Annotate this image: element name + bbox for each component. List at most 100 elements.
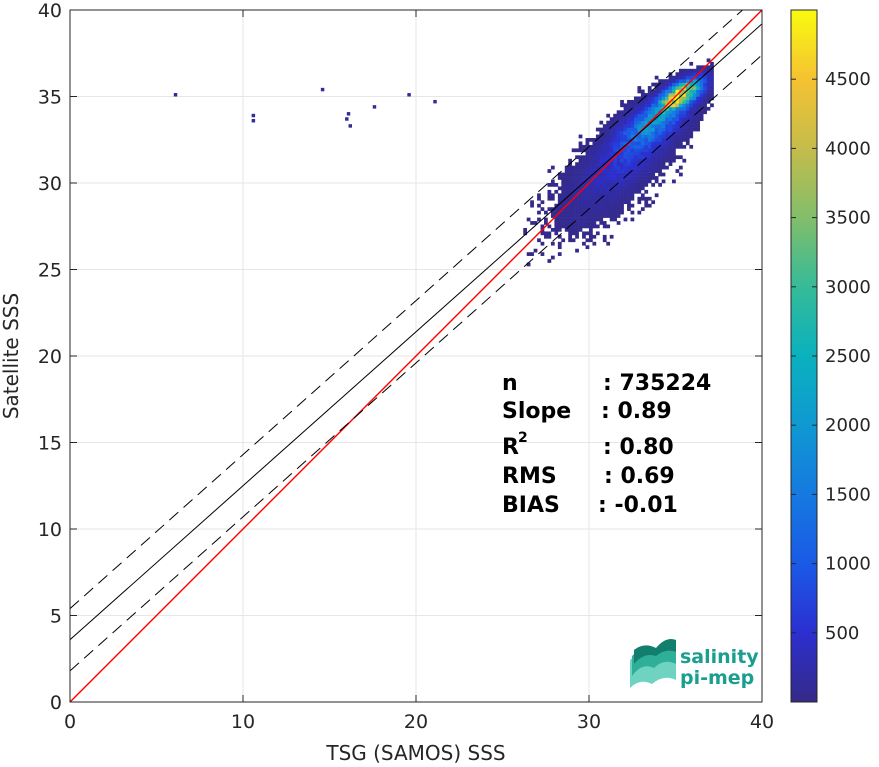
density-cell	[613, 189, 617, 194]
density-cell	[647, 86, 652, 90]
density-cell	[540, 207, 545, 211]
density-cell	[627, 134, 631, 139]
density-cell	[582, 224, 586, 229]
density-cell	[654, 96, 659, 101]
density-cell	[668, 86, 673, 90]
colorbar-tick-label: 3500	[825, 208, 871, 229]
density-cell	[651, 148, 656, 153]
density-cell	[550, 193, 555, 198]
density-cell	[654, 86, 659, 90]
density-cell	[665, 141, 669, 146]
density-cell	[547, 183, 552, 187]
density-cell	[710, 68, 714, 73]
density-cell	[644, 200, 649, 205]
density-cell	[557, 227, 562, 232]
density-cell	[606, 134, 611, 139]
density-cell	[575, 169, 579, 173]
density-cell	[640, 124, 645, 128]
density-cell	[682, 127, 687, 132]
density-cell	[658, 148, 662, 153]
x-axis-label: TSG (SAMOS) SSS	[325, 741, 505, 765]
density-cell	[595, 179, 600, 184]
density-cell	[682, 138, 687, 142]
density-cell	[696, 127, 701, 132]
density-cell	[602, 148, 607, 153]
density-cell	[647, 117, 652, 122]
density-cell	[699, 93, 704, 97]
density-cell	[678, 79, 683, 83]
density-cell	[602, 210, 607, 215]
density-cell	[644, 179, 649, 184]
density-cell	[578, 227, 583, 232]
density-cell	[609, 196, 614, 201]
density-cell	[606, 176, 611, 180]
density-cell	[602, 172, 607, 177]
wave-logo-icon	[630, 639, 676, 688]
density-cell	[665, 131, 669, 135]
density-cell	[644, 131, 649, 135]
density-cell	[620, 127, 624, 132]
density-cell	[640, 103, 645, 108]
density-cell	[627, 127, 631, 132]
density-cell	[616, 144, 621, 149]
density-cell	[623, 158, 628, 163]
density-cell	[644, 151, 649, 156]
density-cell	[685, 134, 690, 139]
density-cell	[627, 151, 631, 156]
density-cell	[589, 162, 593, 166]
density-cell	[647, 141, 652, 146]
density-cell	[651, 138, 656, 142]
density-cell	[582, 241, 586, 246]
density-cell	[685, 89, 690, 94]
density-cell	[706, 79, 711, 83]
density-cell	[547, 259, 552, 263]
density-cell	[582, 172, 586, 177]
density-cell	[623, 196, 628, 201]
density-cell	[703, 99, 707, 104]
density-cell	[609, 162, 614, 166]
density-cell	[689, 124, 694, 128]
density-cell	[585, 162, 590, 166]
outlier-cell	[346, 112, 351, 116]
density-cell	[550, 207, 555, 211]
density-cell	[627, 138, 631, 142]
density-cell	[685, 86, 690, 90]
density-cell	[689, 117, 694, 122]
density-cell	[665, 155, 669, 160]
density-cell	[550, 227, 555, 232]
density-cell	[575, 176, 579, 180]
density-cell	[658, 131, 662, 135]
density-cell	[685, 79, 690, 83]
density-cell	[613, 117, 617, 122]
density-cell	[620, 183, 624, 187]
density-cell	[582, 169, 586, 173]
density-cell	[578, 155, 583, 160]
density-cell	[651, 93, 656, 97]
density-cell	[592, 179, 597, 184]
density-cell	[620, 193, 624, 198]
density-cell	[616, 193, 621, 198]
density-cell	[613, 214, 617, 218]
density-cell	[682, 99, 687, 104]
density-cell	[665, 113, 669, 118]
density-cell	[658, 144, 662, 149]
density-cell	[633, 117, 638, 122]
density-cell	[606, 186, 611, 191]
density-cell	[633, 189, 638, 194]
density-cell	[668, 151, 673, 156]
density-cell	[651, 183, 656, 187]
density-cell	[668, 113, 673, 118]
density-cell	[647, 155, 652, 160]
density-cell	[557, 221, 562, 225]
density-cell	[658, 134, 662, 139]
density-cell	[568, 196, 572, 201]
density-cell	[575, 234, 579, 239]
density-cell	[696, 103, 701, 108]
density-cell	[606, 172, 611, 177]
density-cell	[668, 127, 673, 132]
density-cell	[568, 179, 572, 184]
density-cell	[672, 179, 676, 184]
density-cell	[616, 196, 621, 201]
density-cell	[665, 117, 669, 122]
density-cell	[637, 210, 642, 215]
